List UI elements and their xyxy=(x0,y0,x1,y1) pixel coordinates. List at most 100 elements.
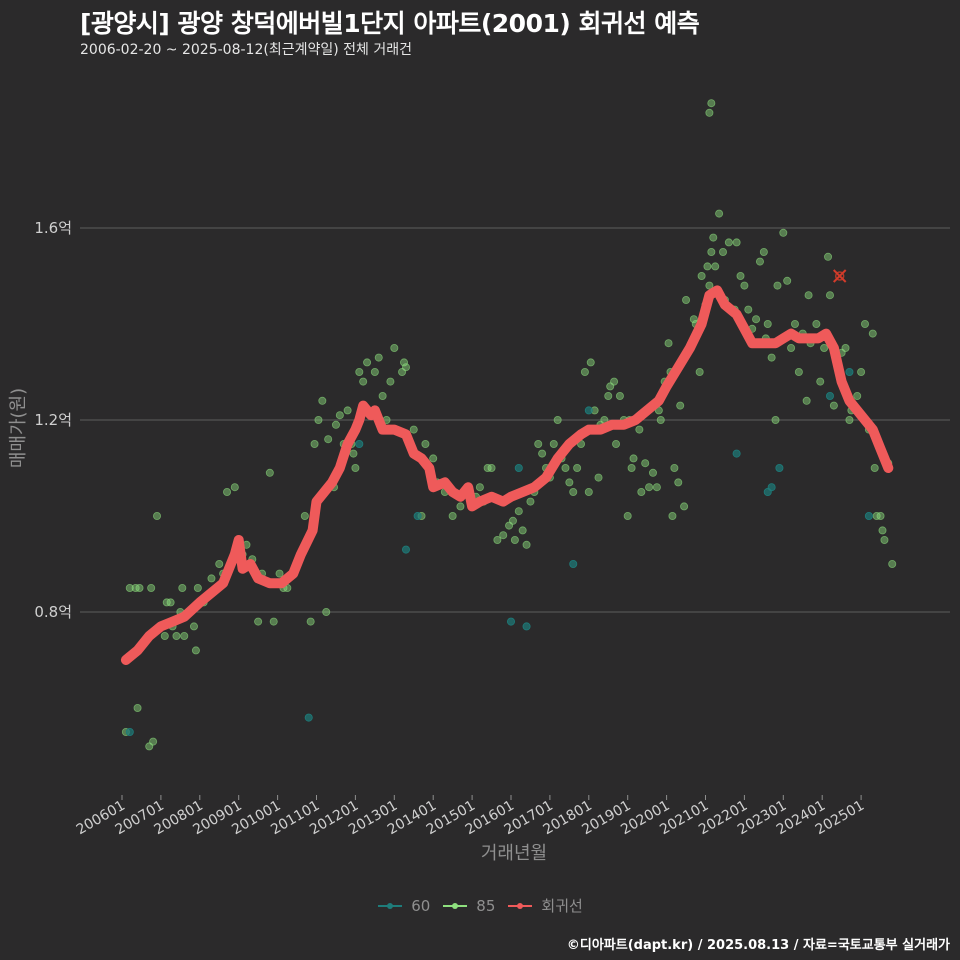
point-60 xyxy=(584,406,593,415)
point-85 xyxy=(499,531,508,540)
point-85 xyxy=(191,646,200,655)
point-85 xyxy=(787,343,796,352)
point-85 xyxy=(363,358,372,367)
legend-item-60: 60 xyxy=(377,896,430,916)
point-60 xyxy=(413,512,422,521)
point-85 xyxy=(604,391,613,400)
point-85 xyxy=(697,271,706,280)
point-60 xyxy=(825,391,834,400)
point-85 xyxy=(841,343,850,352)
point-85 xyxy=(133,704,142,713)
legend-label-60: 60 xyxy=(411,896,431,915)
point-85 xyxy=(820,343,829,352)
point-85 xyxy=(824,252,833,261)
series-85-points xyxy=(121,99,897,751)
legend-label-85: 85 xyxy=(476,896,496,915)
point-85 xyxy=(386,377,395,386)
point-85 xyxy=(207,574,216,583)
point-60 xyxy=(845,367,854,376)
point-85 xyxy=(510,536,519,545)
point-85 xyxy=(783,276,792,285)
point-85 xyxy=(400,358,409,367)
legend-item-85: 85 xyxy=(442,896,495,916)
series-60-points xyxy=(125,367,873,737)
point-85 xyxy=(318,396,327,405)
point-85 xyxy=(845,415,854,424)
source-caption: ©디아파트(dapt.kr) / 2025.08.13 / 자료=국토교통부 실… xyxy=(566,938,950,953)
point-85 xyxy=(351,463,360,472)
point-85 xyxy=(180,632,189,641)
point-60 xyxy=(522,622,531,631)
point-85 xyxy=(275,569,284,578)
point-85 xyxy=(652,483,661,492)
point-85 xyxy=(724,238,733,247)
point-85 xyxy=(343,406,352,415)
point-85 xyxy=(719,247,728,256)
point-85 xyxy=(573,463,582,472)
point-85 xyxy=(378,391,387,400)
point-85 xyxy=(178,584,187,593)
point-85 xyxy=(707,99,716,108)
point-85 xyxy=(355,367,364,376)
point-85 xyxy=(707,247,716,256)
point-85 xyxy=(359,377,368,386)
point-85 xyxy=(682,295,691,304)
point-85 xyxy=(664,339,673,348)
point-85 xyxy=(680,502,689,511)
point-60 xyxy=(506,617,515,626)
y-tick-label: 1.6억 xyxy=(34,219,72,237)
highlight-ring xyxy=(834,271,845,281)
gridlines xyxy=(80,227,950,613)
y-tick-label: 1.2억 xyxy=(34,411,72,429)
point-85 xyxy=(125,584,134,593)
point-85 xyxy=(705,108,714,117)
point-85 xyxy=(331,420,340,429)
point-85 xyxy=(825,291,834,300)
point-85 xyxy=(508,516,517,525)
point-85 xyxy=(623,512,632,521)
point-85 xyxy=(265,468,274,477)
point-85 xyxy=(306,617,315,626)
point-85 xyxy=(860,319,869,328)
point-85 xyxy=(448,512,457,521)
point-85 xyxy=(888,560,897,569)
legend-label-regression: 회귀선 xyxy=(541,897,583,915)
point-85 xyxy=(878,526,887,535)
point-85 xyxy=(790,319,799,328)
point-85 xyxy=(300,512,309,521)
y-tick-label: 0.8억 xyxy=(34,603,72,621)
point-85 xyxy=(526,497,535,506)
legend-key-60-icon xyxy=(378,902,403,909)
point-85 xyxy=(269,617,278,626)
point-85 xyxy=(586,358,595,367)
point-85 xyxy=(374,353,383,362)
point-85 xyxy=(635,425,644,434)
point-85 xyxy=(829,401,838,410)
point-85 xyxy=(736,271,745,280)
point-85 xyxy=(149,737,158,746)
point-60 xyxy=(304,713,313,722)
point-85 xyxy=(656,415,665,424)
point-85 xyxy=(857,367,866,376)
point-85 xyxy=(771,415,780,424)
point-85 xyxy=(695,367,704,376)
point-85 xyxy=(668,512,677,521)
point-85 xyxy=(349,449,358,458)
point-85 xyxy=(755,257,764,266)
point-85 xyxy=(230,483,239,492)
point-85 xyxy=(335,411,344,420)
point-60 xyxy=(125,728,134,737)
point-85 xyxy=(868,329,877,338)
point-85 xyxy=(627,463,636,472)
point-85 xyxy=(802,396,811,405)
point-60 xyxy=(767,483,776,492)
point-85 xyxy=(189,622,198,631)
point-85 xyxy=(421,439,430,448)
point-85 xyxy=(670,463,679,472)
point-85 xyxy=(429,454,438,463)
point-85 xyxy=(160,632,169,641)
point-85 xyxy=(166,598,175,607)
point-85 xyxy=(561,463,570,472)
point-85 xyxy=(254,617,263,626)
